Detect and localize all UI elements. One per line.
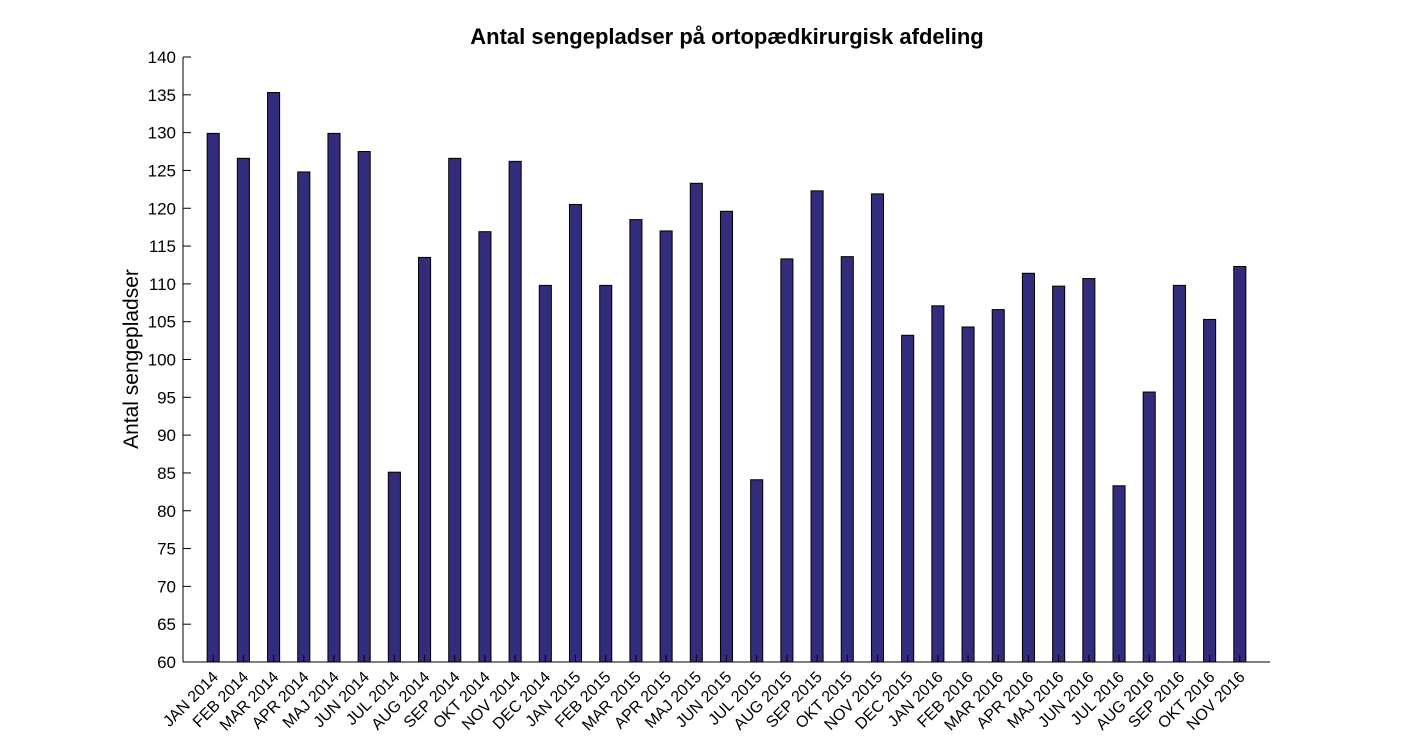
y-tick-label: 80 <box>157 502 176 521</box>
bar <box>1172 284 1186 663</box>
bar <box>327 132 341 663</box>
bar <box>448 157 462 663</box>
y-tick-label: 120 <box>148 199 176 218</box>
bar <box>931 305 945 663</box>
bar <box>780 258 794 663</box>
bar <box>991 309 1005 663</box>
y-tick-label: 105 <box>148 313 176 332</box>
y-tick-label: 140 <box>148 48 176 67</box>
y-tick-label: 100 <box>148 351 176 370</box>
bar <box>206 132 220 663</box>
y-axis-ticks: 60 65 70 75 80 85 90 95 100 105 110 115 120 125 130 135… <box>148 48 191 672</box>
y-tick-label: 90 <box>157 426 176 445</box>
bar <box>659 230 673 663</box>
bar <box>357 151 371 663</box>
bar <box>810 190 824 663</box>
bar <box>1203 318 1217 663</box>
bar <box>870 193 885 663</box>
bar <box>1082 278 1096 663</box>
y-tick-label: 130 <box>148 124 176 143</box>
bar <box>387 471 401 663</box>
y-tick-label: 135 <box>148 86 176 105</box>
bar <box>629 219 643 663</box>
bar <box>297 171 311 663</box>
bar <box>418 256 432 663</box>
y-tick-label: 115 <box>149 237 176 256</box>
bar <box>508 160 522 663</box>
bar <box>689 182 703 663</box>
bar <box>961 326 975 663</box>
bar <box>840 256 854 663</box>
bar <box>1233 265 1247 663</box>
bar <box>1112 485 1126 663</box>
bar <box>568 203 583 663</box>
y-tick-label: 75 <box>157 540 176 559</box>
bar <box>1021 272 1035 663</box>
bar <box>599 284 613 663</box>
y-axis-label: Antal sengepladser <box>120 269 143 449</box>
bar <box>1142 391 1156 663</box>
bar <box>267 92 281 663</box>
bars-group <box>206 92 1247 663</box>
bar <box>750 479 764 663</box>
bar <box>478 231 492 663</box>
bar <box>901 334 915 663</box>
bar <box>538 284 552 663</box>
chart-title: Antal sengepladser på ortopædkirurgisk a… <box>470 24 983 49</box>
bar <box>236 157 250 663</box>
bar <box>1052 285 1066 663</box>
y-tick-label: 95 <box>157 388 176 407</box>
y-tick-label: 65 <box>157 615 176 634</box>
y-tick-label: 60 <box>157 653 176 672</box>
y-tick-label: 70 <box>157 577 176 596</box>
y-tick-label: 125 <box>148 161 176 180</box>
y-tick-label: 110 <box>149 275 176 294</box>
bar <box>719 210 734 663</box>
y-tick-label: 85 <box>157 464 176 483</box>
